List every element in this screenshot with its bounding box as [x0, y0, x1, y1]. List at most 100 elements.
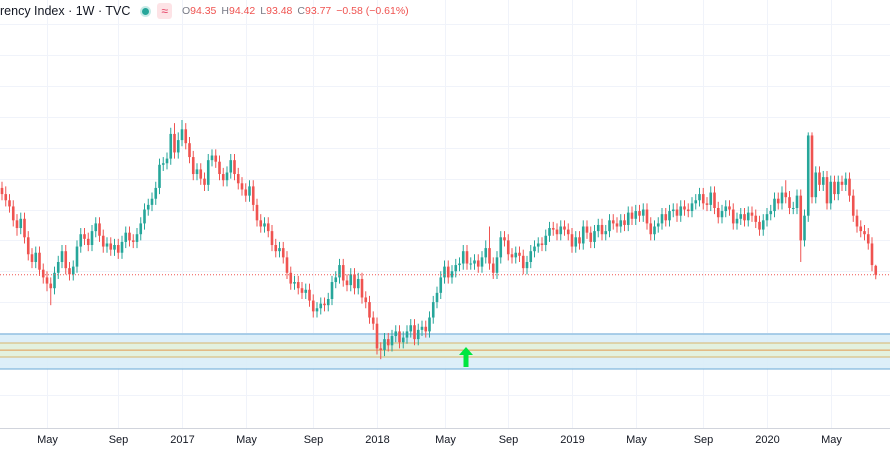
open-label: O [181, 5, 191, 17]
candle-body [139, 223, 143, 235]
candle-body [259, 220, 263, 227]
candle-body [679, 206, 683, 216]
candle-body [173, 133, 176, 153]
candle-body [244, 189, 248, 196]
candle-body [503, 237, 506, 241]
candle-body [416, 329, 420, 340]
candle-body [574, 237, 578, 247]
candle-body [248, 186, 251, 196]
candle-body [75, 246, 79, 267]
candle-body [263, 223, 266, 227]
candle-body [428, 317, 431, 332]
candle-body [79, 234, 83, 247]
candle-body [754, 215, 758, 222]
candle-body [154, 187, 158, 199]
candle-body [409, 325, 413, 332]
candle-body [510, 254, 514, 258]
candle-body [818, 172, 821, 185]
candle-body [345, 280, 349, 286]
candle-body [386, 339, 390, 346]
candle-body [855, 215, 859, 227]
zones [0, 333, 890, 370]
candle-body [795, 195, 799, 208]
candle-body [761, 220, 765, 230]
candle-body [705, 203, 709, 205]
candle-body [454, 265, 458, 272]
candle-body [701, 194, 705, 204]
candle-body [146, 204, 150, 210]
candle-body [630, 212, 634, 219]
candle-body [255, 204, 259, 221]
candle-body [499, 237, 503, 258]
candle-body [735, 218, 739, 224]
candle-body [308, 289, 311, 301]
symbol-title: rency Index · 1W · TVC [0, 4, 131, 18]
candle-body [281, 248, 285, 258]
candle-body [41, 269, 45, 278]
candle-body [788, 197, 791, 208]
candle-body [225, 172, 229, 181]
candle-body [825, 177, 829, 204]
candle-body [758, 221, 761, 230]
candle-body [289, 272, 293, 284]
candle-body [270, 231, 274, 246]
candle-body [113, 245, 116, 250]
candle-body [615, 223, 619, 227]
candle-body [11, 206, 15, 221]
status-dot [142, 7, 150, 15]
candle-body [671, 209, 675, 212]
candle-body [645, 209, 649, 224]
candle-body [240, 183, 244, 190]
candle-body [585, 226, 589, 233]
candle-body [540, 243, 544, 246]
candle-body [30, 254, 34, 262]
candle-body [8, 200, 11, 207]
candle-body [98, 223, 101, 236]
candle-body [518, 252, 521, 256]
candle-body [848, 178, 851, 196]
candle-body [641, 209, 645, 216]
x-tick-label: Sep [694, 434, 714, 446]
candle-body [105, 243, 109, 247]
candle-body [49, 283, 53, 289]
candle-body [184, 129, 188, 144]
candle-body [420, 326, 424, 330]
candle-body [236, 174, 240, 184]
candle-body [375, 323, 379, 349]
candle-body [394, 331, 398, 337]
candle-body [413, 325, 416, 340]
candle-body [840, 181, 844, 185]
candle-body [53, 272, 56, 289]
close-value: 93.77 [305, 5, 332, 17]
candle-body [229, 160, 233, 173]
legend: rency Index · 1W · TVC ≈ O 94.35 H 94.42 L… [0, 3, 414, 19]
candle-body [694, 200, 698, 204]
x-tick-label: Sep [109, 434, 129, 446]
badge[interactable]: ≈ [157, 3, 172, 19]
candle-body [45, 277, 49, 284]
candle-body [158, 164, 161, 188]
candle-body [116, 245, 120, 253]
x-tick-label: 2017 [170, 434, 194, 446]
candle-body [296, 282, 300, 289]
candle-body [319, 303, 323, 309]
candle-body [278, 248, 281, 252]
candle-body [334, 277, 338, 283]
candle-body [0, 187, 4, 195]
high-value: 94.42 [229, 5, 256, 17]
candle-body [311, 300, 315, 312]
candle-body [870, 243, 874, 266]
candle-body [656, 223, 660, 227]
candle-body [664, 214, 668, 221]
candle-body [570, 234, 574, 247]
candle-body [690, 203, 694, 212]
candle-body [608, 220, 611, 232]
candle-body [191, 157, 195, 175]
x-tick-label: May [821, 434, 842, 446]
candle-body [604, 231, 608, 235]
candle-body [38, 252, 41, 270]
candle-body [446, 266, 450, 278]
candle-body [86, 238, 90, 246]
x-tick-label: May [435, 434, 456, 446]
